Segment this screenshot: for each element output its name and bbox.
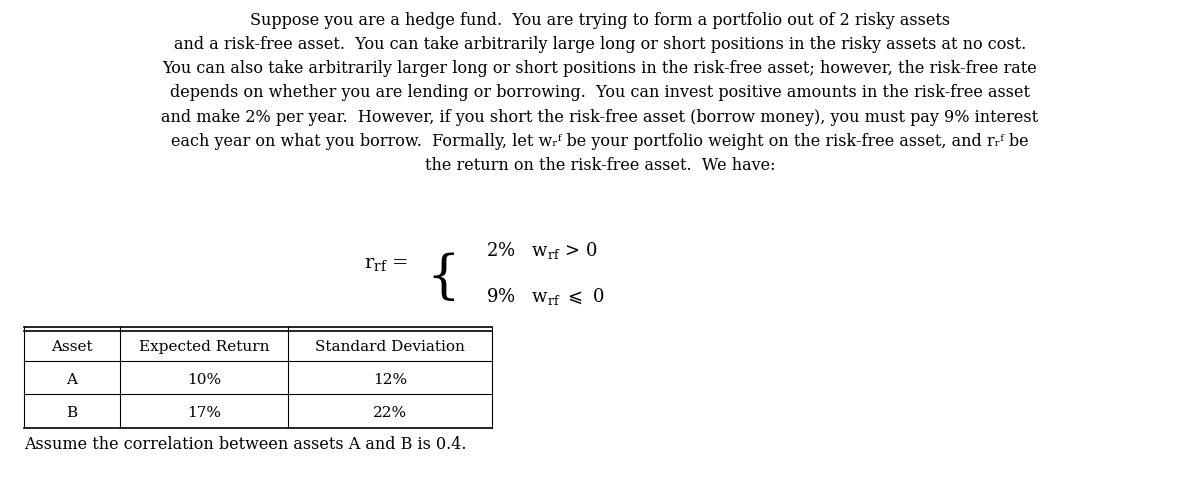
Text: 22%: 22% (373, 406, 407, 421)
Text: B: B (66, 406, 78, 421)
Text: 9%   w$_{\mathregular{rf}}$ $\leqslant$ 0: 9% w$_{\mathregular{rf}}$ $\leqslant$ 0 (486, 286, 605, 307)
Text: A: A (66, 373, 78, 387)
Text: Suppose you are a hedge fund.  You are trying to form a portfolio out of 2 risky: Suppose you are a hedge fund. You are tr… (162, 12, 1038, 174)
Text: Expected Return: Expected Return (139, 339, 269, 354)
Text: 12%: 12% (373, 373, 407, 387)
Text: Standard Deviation: Standard Deviation (316, 339, 464, 354)
Text: 10%: 10% (187, 373, 221, 387)
Text: 2%   w$_{\mathregular{rf}}$ > 0: 2% w$_{\mathregular{rf}}$ > 0 (486, 240, 598, 261)
Text: 17%: 17% (187, 406, 221, 421)
Text: {: { (426, 252, 460, 303)
Text: Assume the correlation between assets A and B is 0.4.: Assume the correlation between assets A … (24, 436, 467, 454)
Text: r$_{\mathregular{rf}}$ =: r$_{\mathregular{rf}}$ = (364, 256, 408, 274)
Text: Asset: Asset (52, 339, 92, 354)
